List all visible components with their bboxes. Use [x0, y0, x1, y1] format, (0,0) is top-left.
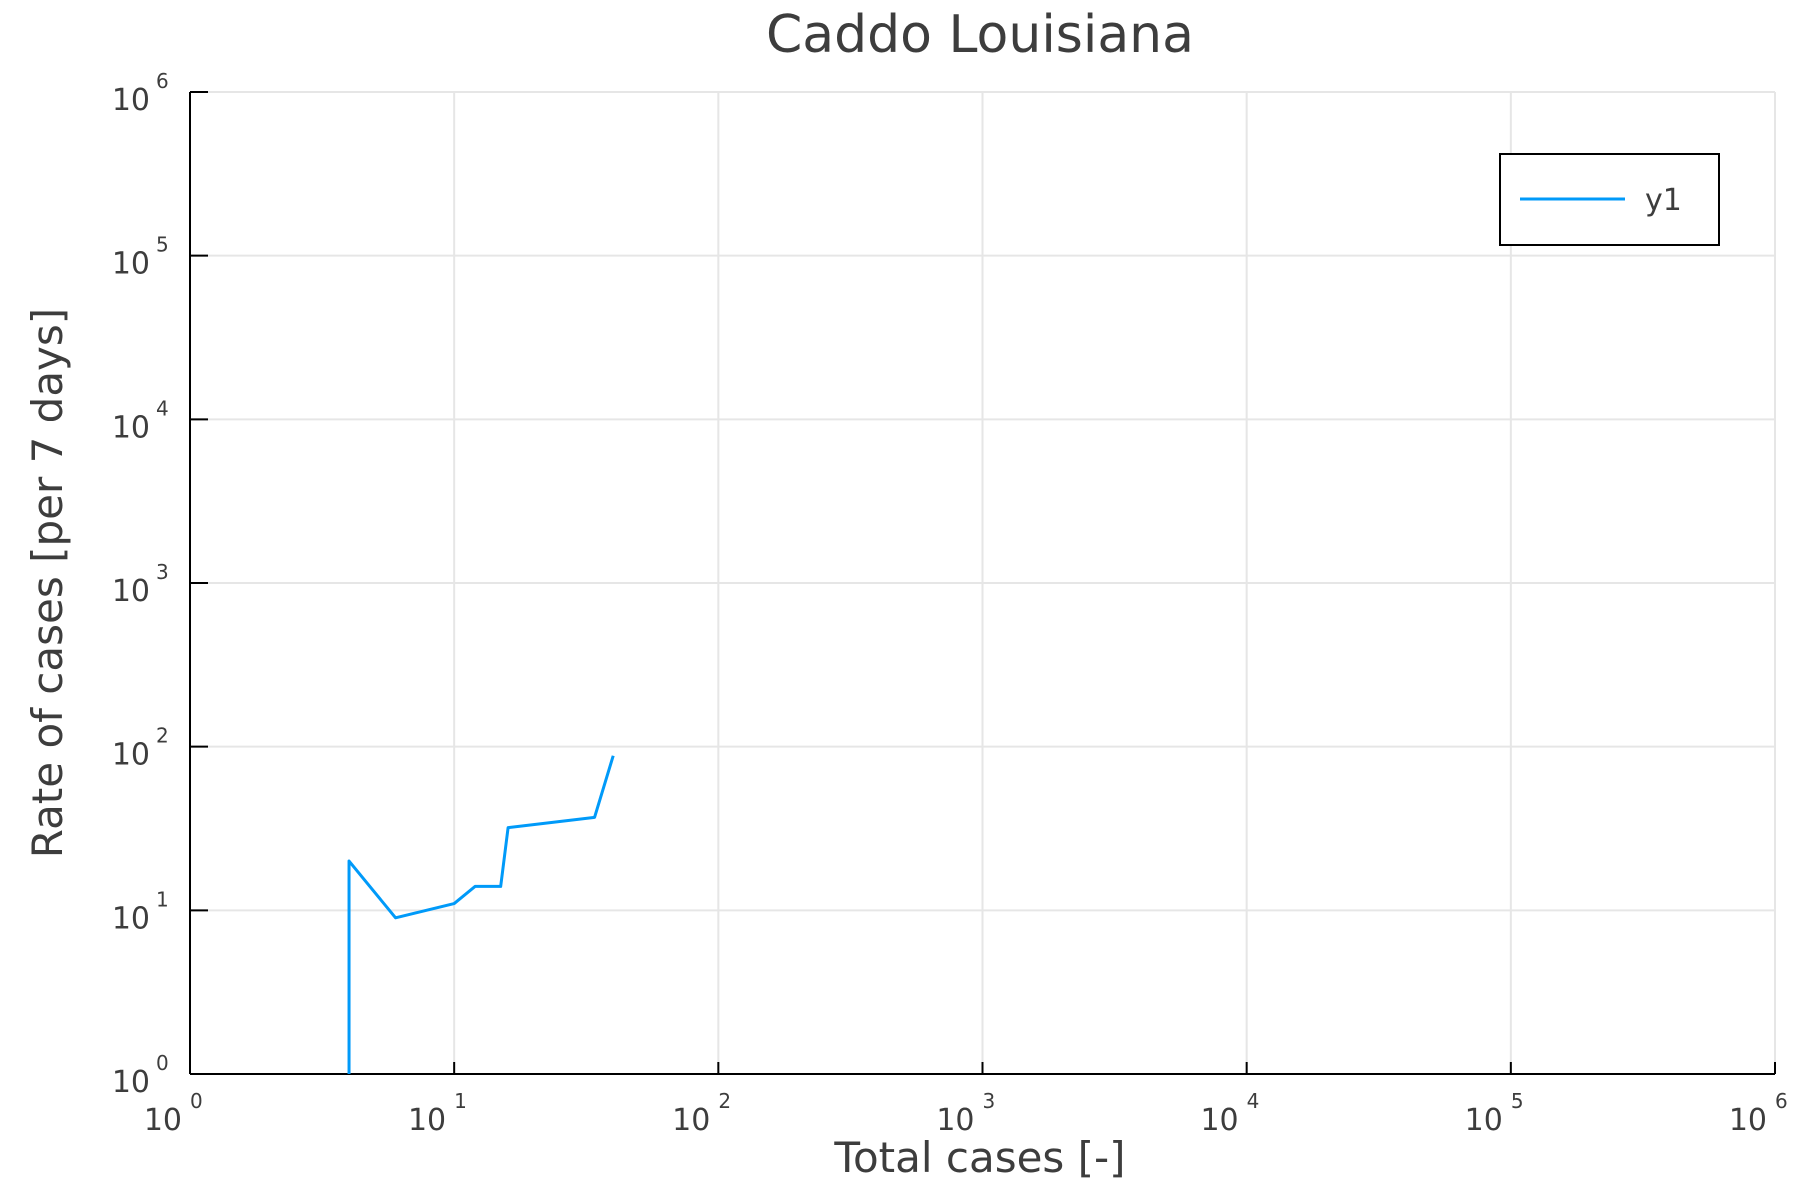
y-tick-label: 10 — [112, 574, 150, 609]
chart-title: Caddo Louisiana — [766, 5, 1194, 65]
y-tick-exponent: 3 — [156, 560, 169, 584]
y-tick-exponent: 6 — [156, 69, 169, 93]
y-tick-exponent: 4 — [156, 396, 169, 420]
x-tick-label: 10 — [408, 1103, 446, 1138]
y-tick-exponent: 2 — [156, 724, 169, 748]
legend: y1 — [1499, 153, 1720, 246]
x-tick-exponent: 0 — [190, 1089, 203, 1113]
y-tick-label: 10 — [112, 410, 150, 445]
legend-label-y1: y1 — [1645, 183, 1682, 218]
tick-labels: 1001011021031041051061001011021031041051… — [112, 69, 1788, 1138]
y-tick-label: 10 — [112, 247, 150, 282]
x-tick-label: 10 — [936, 1103, 974, 1138]
x-tick-label: 10 — [1729, 1103, 1767, 1138]
x-tick-exponent: 4 — [1247, 1089, 1260, 1113]
x-tick-exponent: 6 — [1775, 1089, 1788, 1113]
y-tick-label: 10 — [112, 83, 150, 118]
y-tick-label: 10 — [112, 901, 150, 936]
y-tick-label: 10 — [112, 1065, 150, 1100]
y-tick-exponent: 0 — [156, 1051, 169, 1075]
series-line-y1 — [347, 755, 615, 1074]
x-tick-label: 10 — [672, 1103, 710, 1138]
x-tick-exponent: 3 — [983, 1089, 996, 1113]
x-axis-label: Total cases [-] — [833, 1133, 1125, 1182]
y-tick-exponent: 1 — [156, 887, 169, 911]
y-tick-exponent: 5 — [156, 233, 169, 257]
x-tick-label: 10 — [1465, 1103, 1503, 1138]
y-axis-label: Rate of cases [per 7 days] — [23, 308, 72, 858]
grid — [190, 91, 1776, 1074]
x-tick-label: 10 — [144, 1103, 182, 1138]
x-tick-exponent: 2 — [718, 1089, 731, 1113]
axes — [189, 91, 1776, 1075]
x-tick-label: 10 — [1200, 1103, 1238, 1138]
x-tick-exponent: 5 — [1511, 1089, 1524, 1113]
series — [347, 755, 615, 1074]
x-tick-exponent: 1 — [454, 1089, 467, 1113]
y-tick-label: 10 — [112, 738, 150, 773]
